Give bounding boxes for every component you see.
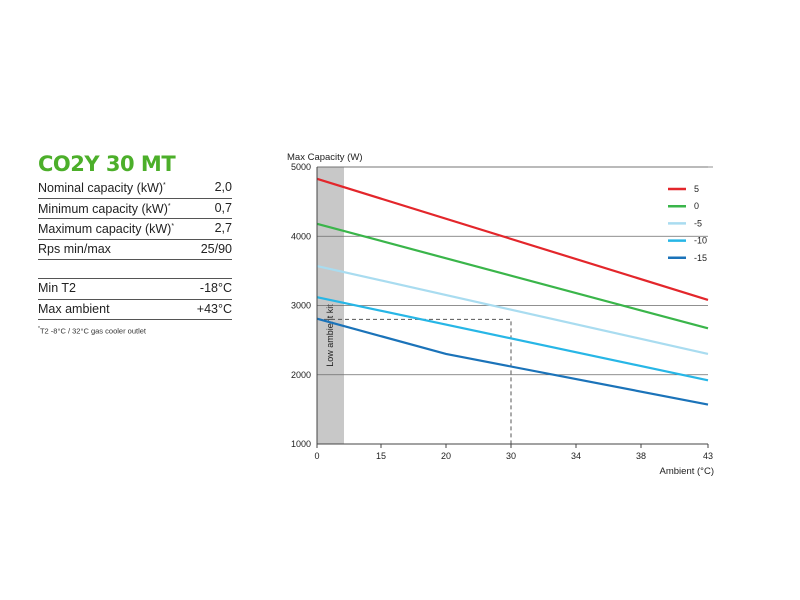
legend-label-5: 5 bbox=[694, 184, 699, 194]
x-tick-label: 0 bbox=[314, 451, 319, 461]
spec-row-max-ambient: Max ambient +43°C bbox=[38, 300, 232, 320]
series-line--5 bbox=[316, 264, 709, 356]
spec-value: +43°C bbox=[196, 301, 232, 316]
y-axis-label: Max Capacity (W) bbox=[287, 152, 362, 163]
x-tick-label: 43 bbox=[703, 451, 713, 461]
spec-value: 2,7 bbox=[214, 221, 232, 235]
spec-value: 25/90 bbox=[200, 241, 232, 256]
spec-label: Rps min/max bbox=[38, 241, 111, 256]
spec-label: Min T2 bbox=[38, 281, 76, 295]
spec-value: 0,7 bbox=[214, 200, 232, 215]
spec-footnote: *T2 -8°C / 32°C gas cooler outlet bbox=[38, 326, 147, 336]
low-ambient-label: Low ambient kit bbox=[325, 304, 335, 367]
y-tick-label: 2000 bbox=[291, 370, 311, 380]
y-tick-label: 3000 bbox=[291, 301, 311, 311]
x-tick-label: 15 bbox=[376, 451, 386, 461]
spec-label: Nominal capacity (kW)* bbox=[38, 181, 166, 196]
spec-value: -18°C bbox=[199, 281, 232, 295]
x-tick-label: 38 bbox=[636, 451, 646, 461]
series-line--10 bbox=[316, 296, 709, 382]
spec-row-min-t2: Min T2 -18°C bbox=[38, 279, 232, 300]
x-tick-label: 20 bbox=[441, 451, 451, 461]
spec-label: Max ambient bbox=[38, 301, 110, 316]
series-line-0 bbox=[316, 222, 709, 330]
spec-label: Maximum capacity (kW)* bbox=[38, 222, 175, 237]
x-axis-label: Ambient (°C) bbox=[660, 466, 714, 477]
y-tick-label: 1000 bbox=[291, 439, 311, 449]
x-tick-label: 34 bbox=[571, 451, 581, 461]
series-line-5 bbox=[316, 177, 709, 302]
y-tick-label: 5000 bbox=[291, 162, 311, 172]
legend-label--10: -10 bbox=[694, 236, 707, 246]
spec-value: 2,0 bbox=[214, 180, 232, 194]
model-title: CO2Y 30 MT bbox=[38, 152, 176, 176]
spec-gap bbox=[38, 260, 232, 279]
spec-row-rps: Rps min/max 25/90 bbox=[38, 240, 232, 260]
reference-dashed-line bbox=[317, 318, 512, 444]
y-tick-label: 4000 bbox=[291, 231, 311, 241]
series-line--15 bbox=[316, 317, 709, 406]
spec-panel: CO2Y 30 MT Nominal capacity (kW)* 2,0 Mi… bbox=[38, 150, 232, 336]
legend-label--15: -15 bbox=[694, 253, 707, 263]
legend-label-0: 0 bbox=[694, 201, 699, 211]
spec-row-maximum-capacity: Maximum capacity (kW)* 2,7 bbox=[38, 219, 232, 240]
x-tick-label: 30 bbox=[506, 451, 516, 461]
legend-label--5: -5 bbox=[694, 218, 702, 228]
spec-row-nominal-capacity: Nominal capacity (kW)* 2,0 bbox=[38, 178, 232, 199]
spec-label: Minimum capacity (kW)* bbox=[38, 202, 171, 217]
spec-row-minimum-capacity: Minimum capacity (kW)* 0,7 bbox=[38, 199, 232, 219]
